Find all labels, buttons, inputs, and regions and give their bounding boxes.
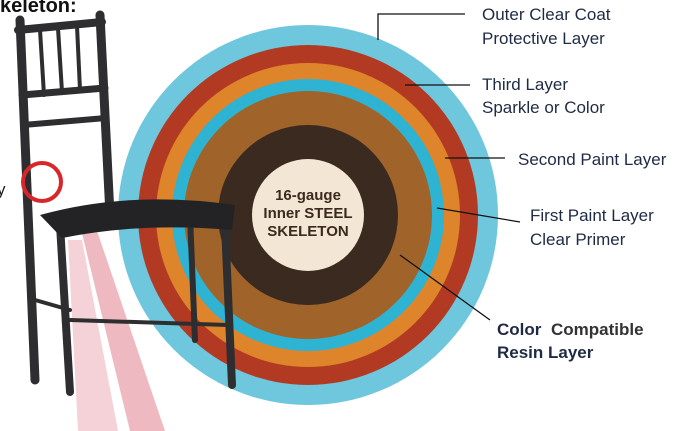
label: Clear Primer [530,230,626,249]
label: Sparkle or Color [482,98,605,117]
label: Second Paint Layer [518,150,667,169]
center-text: 16-gauge [275,187,341,204]
center-text: Inner STEEL [263,205,352,222]
label: Outer Clear Coat [482,5,611,24]
label: Resin Layer [497,343,594,362]
label: Protective Layer [482,29,605,48]
label: Third Layer [482,75,568,94]
fragment: y [0,180,6,199]
center-text: SKELETON [267,223,348,240]
label: Compatible [551,320,644,339]
diagram: 16-gauge Inner STEEL SKELETON keleton: y… [0,0,679,431]
label: First Paint Layer [530,206,654,225]
title: keleton: [0,0,77,17]
label-bold: Color [497,320,542,339]
